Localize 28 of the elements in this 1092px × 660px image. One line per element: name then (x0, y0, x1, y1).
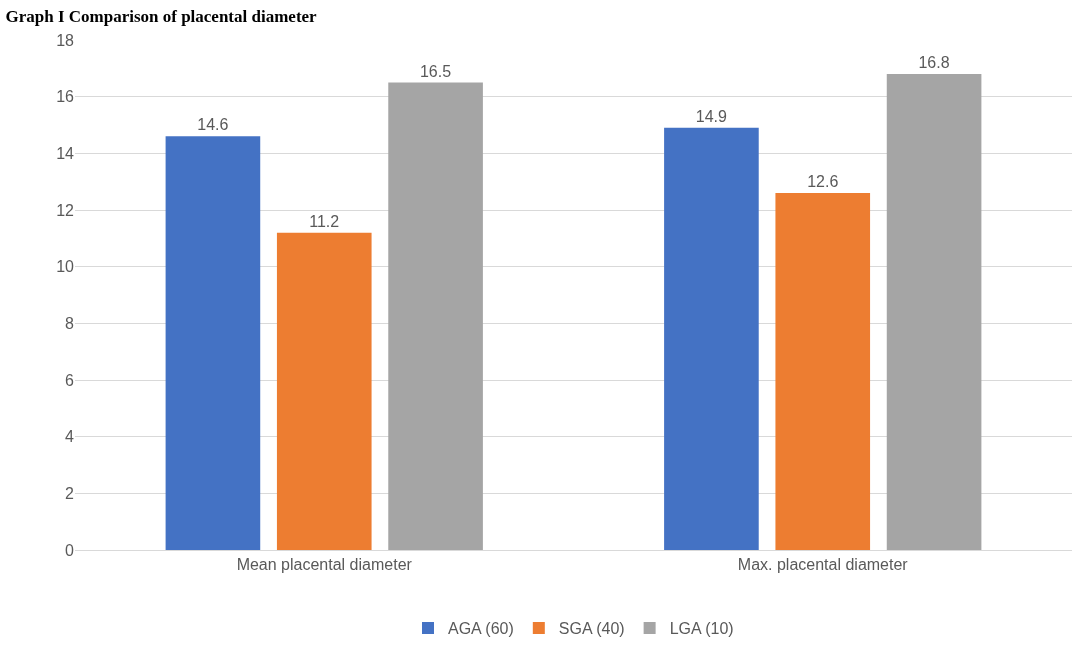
y-tick-label: 16 (56, 88, 75, 106)
y-tick-label: 8 (65, 314, 75, 332)
bar (664, 127, 759, 550)
chart-title: Graph I Comparison of placental diameter (5, 6, 318, 26)
data-label: 14.6 (197, 116, 229, 134)
y-tick-label: 14 (56, 144, 75, 162)
x-tick-label: Mean placental diameter (236, 556, 413, 574)
y-tick-label: 12 (56, 201, 75, 219)
legend-label: LGA (10) (669, 620, 734, 638)
y-tick-label: 0 (65, 541, 75, 559)
bar (886, 74, 982, 550)
y-tick-label: 4 (65, 428, 75, 446)
y-tick-label: 18 (56, 31, 75, 49)
legend-label: SGA (40) (558, 620, 625, 638)
bar (775, 193, 871, 550)
legend-label: AGA (60) (448, 620, 514, 638)
x-tick-label: Max. placental diameter (737, 556, 909, 574)
y-tick-label: 10 (56, 258, 75, 276)
data-label: 16.5 (419, 62, 452, 80)
bar (165, 136, 261, 550)
data-label: 12.6 (807, 173, 839, 190)
data-label: 16.8 (918, 54, 950, 71)
y-tick-label: 6 (65, 371, 75, 389)
bar (276, 232, 372, 550)
data-label: 11.2 (309, 212, 340, 230)
y-tick-label: 2 (65, 484, 75, 502)
bar (388, 82, 483, 550)
data-label: 14.9 (695, 107, 728, 125)
